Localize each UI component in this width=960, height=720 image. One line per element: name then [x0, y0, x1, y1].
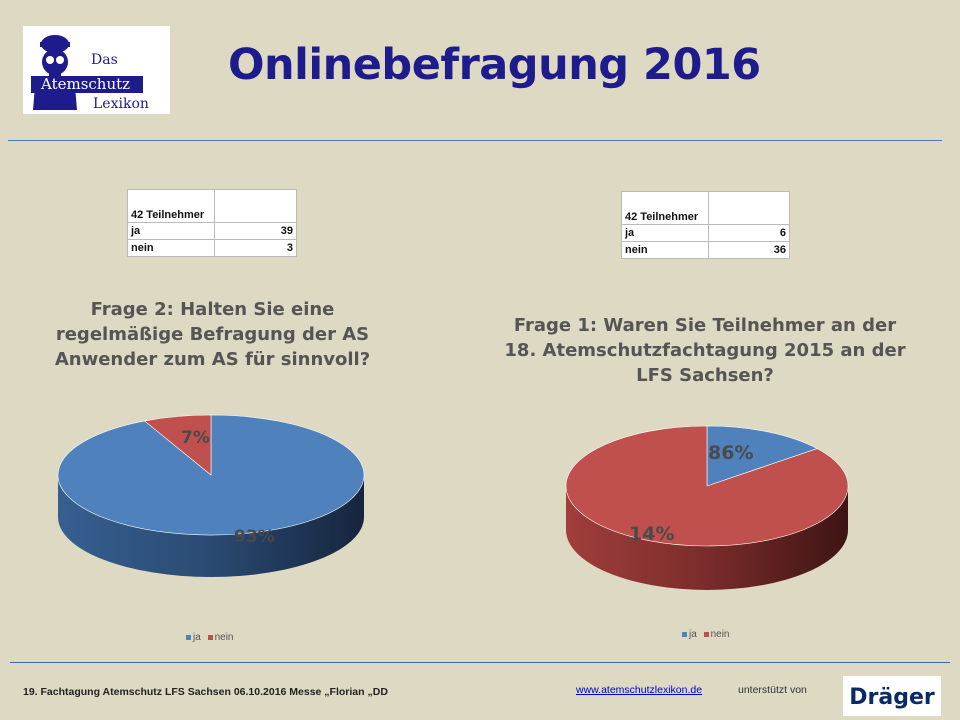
table-frage2: 42 Teilnehmer ja 39 nein 3	[127, 189, 297, 257]
table-row-label: nein	[621, 241, 709, 259]
logo-line2: Atemschutz	[40, 75, 130, 93]
legend-label-ja: ja	[689, 629, 697, 640]
chart-title-frage1: Frage 1: Waren Sie Teilnehmer an der 18.…	[504, 315, 906, 386]
website-link[interactable]: www.atemschutzlexikon.de	[576, 684, 703, 696]
pie-slice-ja	[706, 425, 818, 487]
footer-divider	[10, 662, 950, 663]
draeger-logo: Dräger	[843, 676, 941, 716]
pie-side-nein	[566, 486, 848, 590]
legend-label-nein: nein	[710, 629, 730, 640]
legend-label-ja: ja	[193, 632, 201, 643]
pie-data-label-nein: 7%	[181, 428, 210, 448]
pie-data-label-ja: 14%	[629, 523, 674, 545]
legend-swatch-ja	[682, 631, 687, 637]
legend-label-nein: nein	[214, 632, 234, 643]
pie-side-ja	[58, 475, 364, 577]
table-header-empty	[214, 189, 297, 223]
table-row-label: nein	[127, 239, 215, 257]
table-header-empty	[708, 191, 790, 225]
header-divider	[8, 140, 942, 141]
legend-swatch-ja	[186, 634, 191, 640]
table-header: 42 Teilnehmer	[621, 191, 709, 225]
legend-frage2: ja nein	[186, 632, 233, 643]
logo-line1: Das	[91, 52, 118, 68]
pie-data-label-nein: 86%	[708, 442, 753, 464]
atemschutz-lexikon-logo: Das Atemschutz Lexikon	[23, 26, 170, 114]
footer-event: 19. Fachtagung Atemschutz LFS Sachsen 06…	[23, 686, 388, 698]
legend-frage1: ja nein	[682, 629, 729, 640]
pie-slice-nein	[143, 414, 212, 476]
pie-chart-frage2: 93% 7%	[57, 414, 365, 577]
table-header: 42 Teilnehmer	[127, 189, 215, 223]
pie-chart-frage1: 14% 86%	[565, 425, 849, 590]
pie-data-label-ja: 93%	[234, 527, 275, 547]
table-row-value: 36	[708, 241, 790, 259]
chart-title-frage2: Frage 2: Halten Sie eine regelmäßige Bef…	[54, 299, 371, 370]
table-frage1: 42 Teilnehmer ja 6 nein 36	[621, 191, 790, 259]
pie-slice-nein	[565, 425, 849, 547]
sponsor-logo-text: Dräger	[849, 685, 935, 710]
legend-swatch-nein	[207, 634, 213, 640]
table-row-value: 3	[214, 239, 297, 257]
legend-swatch-nein	[703, 631, 709, 637]
supported-by-text: unterstützt von	[738, 684, 807, 696]
logo-line3: Lexikon	[93, 96, 149, 112]
page-title: Onlinebefragung 2016	[228, 40, 761, 90]
firefighter-mask-icon: Das Atemschutz Lexikon	[31, 35, 149, 112]
